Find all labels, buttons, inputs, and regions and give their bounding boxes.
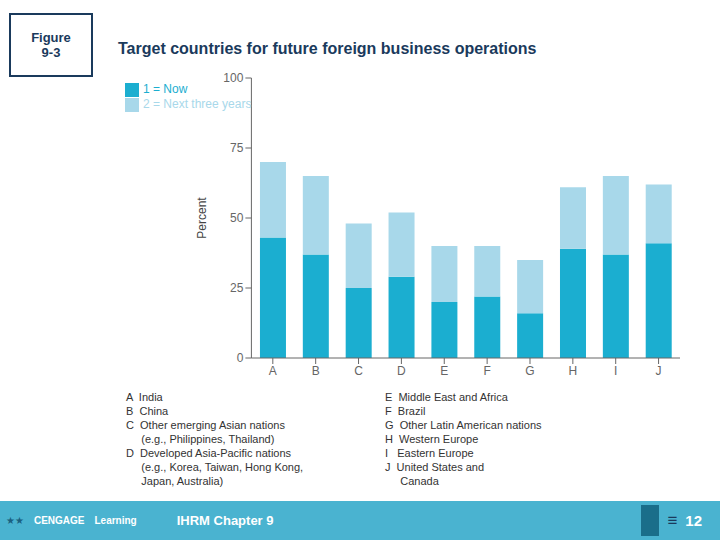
svg-text:E: E bbox=[440, 364, 448, 378]
html-text:F Brazil: F Brazil bbox=[385, 405, 426, 417]
svg-text:100: 100 bbox=[223, 71, 243, 85]
html-text:(e.g., Korea, Taiwan, Hong Kon: (e.g., Korea, Taiwan, Hong Kong, bbox=[126, 461, 304, 473]
html-text:I Eastern Europe: I Eastern Europe bbox=[385, 447, 474, 459]
html-text:H Western Europe: H Western Europe bbox=[385, 433, 479, 445]
svg-text:I: I bbox=[614, 364, 617, 378]
html-text:1 = Now: 1 = Now bbox=[143, 82, 188, 96]
svg-text:J: J bbox=[656, 364, 662, 378]
html-text:Japan, Australia): Japan, Australia) bbox=[126, 475, 224, 487]
svg-text:Percent: Percent bbox=[195, 197, 209, 239]
html-text:Target countries for future fo: Target countries for future foreign busi… bbox=[118, 40, 537, 57]
svg-text:50: 50 bbox=[230, 211, 244, 225]
html-text:G Other Latin American nations: G Other Latin American nations bbox=[385, 419, 542, 431]
svg-text:D: D bbox=[397, 364, 406, 378]
html-text:E Middle East and Africa: E Middle East and Africa bbox=[385, 391, 508, 403]
svg-text:A: A bbox=[269, 364, 277, 378]
html-text:CENGAGE: CENGAGE bbox=[33, 515, 85, 526]
svg-text:25: 25 bbox=[230, 281, 244, 295]
svg-text:B: B bbox=[312, 364, 320, 378]
svg-text:H: H bbox=[569, 364, 578, 378]
html-text:Canada: Canada bbox=[385, 475, 439, 487]
svg-text:F: F bbox=[483, 364, 490, 378]
html-text:(e.g., Philippines, Thailand): (e.g., Philippines, Thailand) bbox=[126, 433, 275, 445]
svg-text:G: G bbox=[525, 364, 534, 378]
html-text:12: 12 bbox=[685, 512, 702, 529]
svg-text:C: C bbox=[354, 364, 363, 378]
svg-text:0: 0 bbox=[237, 351, 244, 365]
html-text:Figure 9-3: Figure 9-3 bbox=[31, 30, 71, 60]
html-text:A India: A India bbox=[126, 391, 163, 403]
html-text:IHRM Chapter 9: IHRM Chapter 9 bbox=[176, 513, 274, 528]
html-text:D Developed Asia-Pacific natio: D Developed Asia-Pacific nations bbox=[126, 447, 292, 459]
svg-text:75: 75 bbox=[230, 141, 244, 155]
html-text:J United States and: J United States and bbox=[385, 461, 485, 473]
html-text:B China: B China bbox=[126, 405, 169, 417]
html-text:2 = Next three years: 2 = Next three years bbox=[143, 96, 252, 111]
html-text:Learning: Learning bbox=[94, 515, 137, 526]
html-text:C Other emerging Asian nations: C Other emerging Asian nations bbox=[126, 419, 285, 431]
